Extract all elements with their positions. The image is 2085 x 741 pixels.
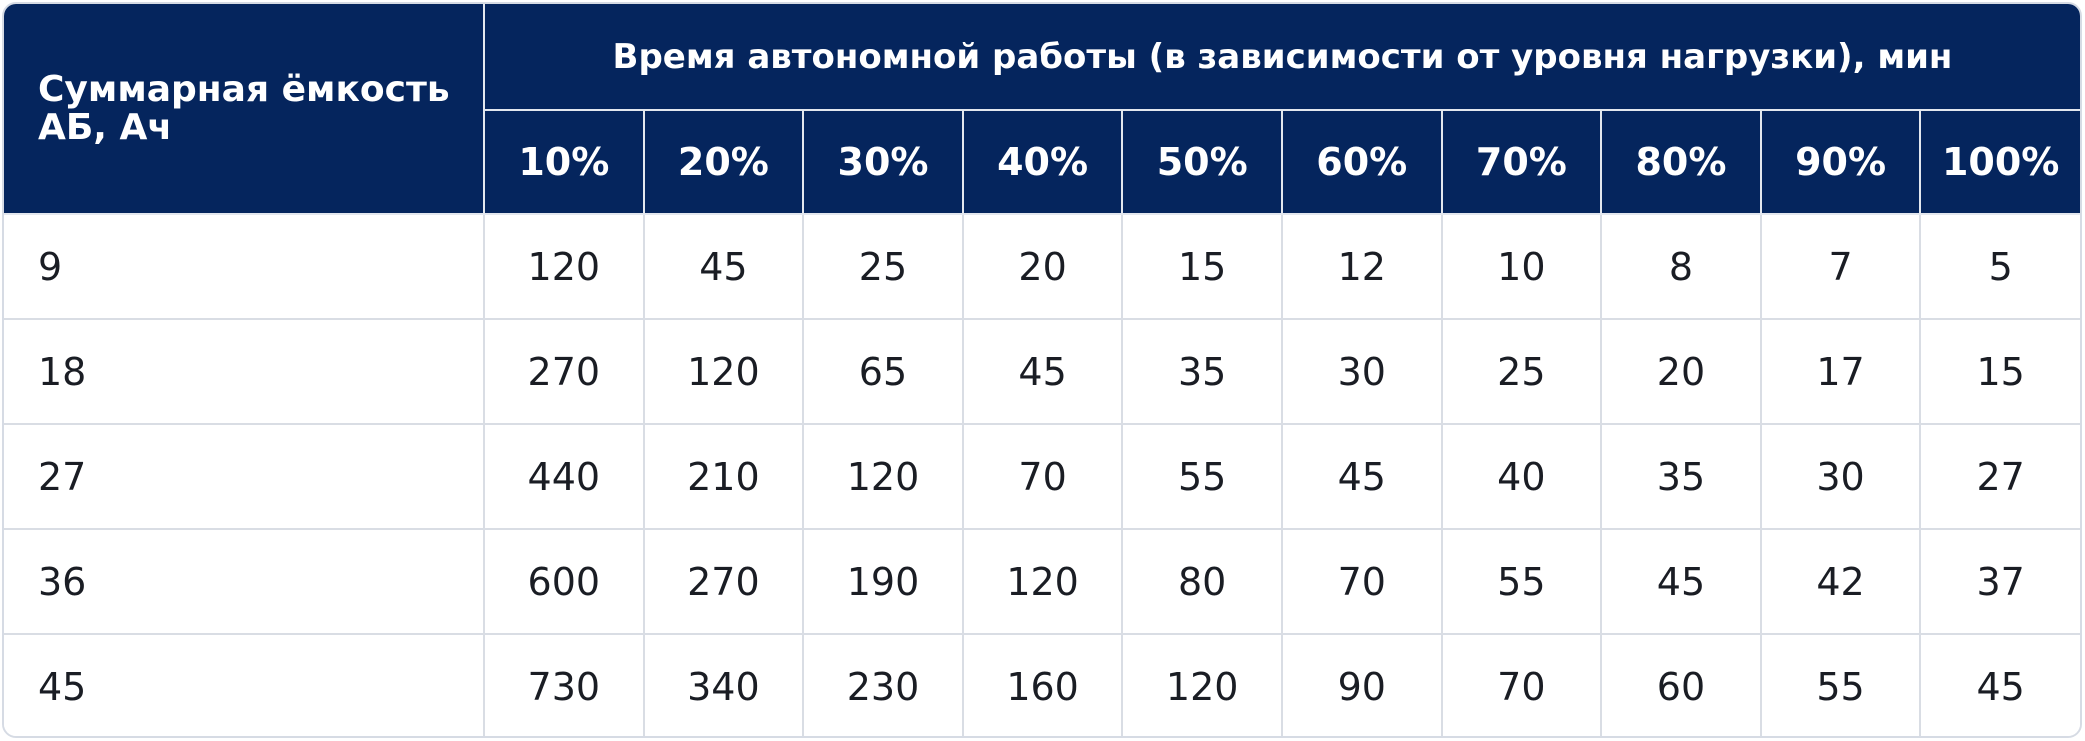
runtime-cell: 600 (483, 528, 645, 635)
runtime-cell: 210 (642, 423, 805, 530)
runtime-cell: 42 (1759, 528, 1922, 635)
runtime-cell: 270 (483, 318, 645, 425)
capacity-cell: 36 (4, 528, 485, 635)
runtime-cell: 440 (483, 423, 645, 530)
load-level-header: 80% (1600, 109, 1762, 215)
runtime-cell: 30 (1280, 318, 1443, 425)
capacity-cell: 18 (4, 318, 485, 425)
runtime-cell: 160 (961, 633, 1124, 736)
runtime-cell: 40 (1440, 423, 1603, 530)
runtime-cell: 12 (1280, 213, 1443, 320)
header-row-top: Суммарная ёмкость АБ, Ач Время автономно… (4, 4, 2080, 215)
runtime-table: Суммарная ёмкость АБ, Ач Время автономно… (4, 4, 2080, 736)
runtime-cell: 45 (1600, 528, 1762, 635)
load-level-header: 30% (802, 109, 964, 215)
runtime-cell: 15 (1121, 213, 1283, 320)
load-level-header: 100% (1919, 109, 2080, 215)
runtime-cell: 70 (1280, 528, 1443, 635)
load-level-header: 60% (1280, 109, 1443, 215)
load-level-header: 70% (1440, 109, 1603, 215)
runtime-cell: 70 (1440, 633, 1603, 736)
runtime-cell: 120 (483, 213, 645, 320)
load-level-header: 50% (1121, 109, 1283, 215)
runtime-cell: 20 (1600, 318, 1762, 425)
table-row: 36 600 270 190 120 80 70 55 45 42 37 (4, 528, 2080, 635)
runtime-cell: 10 (1440, 213, 1603, 320)
table-body: 9 120 45 25 20 15 12 10 8 7 5 18 270 120 65 45 35 30 25 20 1… (4, 213, 2080, 736)
runtime-cell: 45 (1280, 423, 1443, 530)
runtime-cell: 45 (961, 318, 1124, 425)
table-row: 9 120 45 25 20 15 12 10 8 7 5 (4, 213, 2080, 320)
runtime-cell: 55 (1440, 528, 1603, 635)
capacity-cell: 45 (4, 633, 485, 736)
capacity-column-header: Суммарная ёмкость АБ, Ач (4, 4, 485, 215)
load-level-header: 90% (1759, 109, 1922, 215)
runtime-cell: 230 (802, 633, 964, 736)
table-row: 18 270 120 65 45 35 30 25 20 17 15 (4, 318, 2080, 425)
load-level-header: 10% (483, 109, 645, 215)
capacity-cell: 27 (4, 423, 485, 530)
runtime-cell: 45 (1919, 633, 2080, 736)
runtime-cell: 55 (1121, 423, 1283, 530)
runtime-cell: 120 (961, 528, 1124, 635)
runtime-cell: 35 (1600, 423, 1762, 530)
runtime-cell: 15 (1919, 318, 2080, 425)
runtime-cell: 340 (642, 633, 805, 736)
capacity-cell: 9 (4, 213, 485, 320)
load-level-header: 40% (961, 109, 1124, 215)
runtime-cell: 45 (642, 213, 805, 320)
runtime-cell: 30 (1759, 423, 1922, 530)
runtime-cell: 80 (1121, 528, 1283, 635)
runtime-cell: 5 (1919, 213, 2080, 320)
header-row-load-levels: 10% 20% 30% 40% 50% 60% 70% 80% 90% 100% (4, 109, 2080, 215)
runtime-cell: 17 (1759, 318, 1922, 425)
table-row: 27 440 210 120 70 55 45 40 35 30 27 (4, 423, 2080, 530)
runtime-cell: 270 (642, 528, 805, 635)
runtime-cell: 7 (1759, 213, 1922, 320)
runtime-cell: 20 (961, 213, 1124, 320)
runtime-cell: 35 (1121, 318, 1283, 425)
runtime-cell: 25 (802, 213, 964, 320)
runtime-cell: 55 (1759, 633, 1922, 736)
runtime-cell: 120 (1121, 633, 1283, 736)
load-level-header: 20% (642, 109, 805, 215)
runtime-cell: 65 (802, 318, 964, 425)
runtime-cell: 8 (1600, 213, 1762, 320)
runtime-cell: 27 (1919, 423, 2080, 530)
runtime-cell: 120 (642, 318, 805, 425)
runtime-cell: 37 (1919, 528, 2080, 635)
runtime-cell: 730 (483, 633, 645, 736)
runtime-group-header: Время автономной работы (в зависимости о… (483, 4, 2080, 111)
runtime-cell: 190 (802, 528, 964, 635)
runtime-cell: 25 (1440, 318, 1603, 425)
runtime-cell: 60 (1600, 633, 1762, 736)
table-row: 45 730 340 230 160 120 90 70 60 55 45 (4, 633, 2080, 736)
runtime-cell: 120 (802, 423, 964, 530)
runtime-cell: 90 (1280, 633, 1443, 736)
runtime-cell: 70 (961, 423, 1124, 530)
